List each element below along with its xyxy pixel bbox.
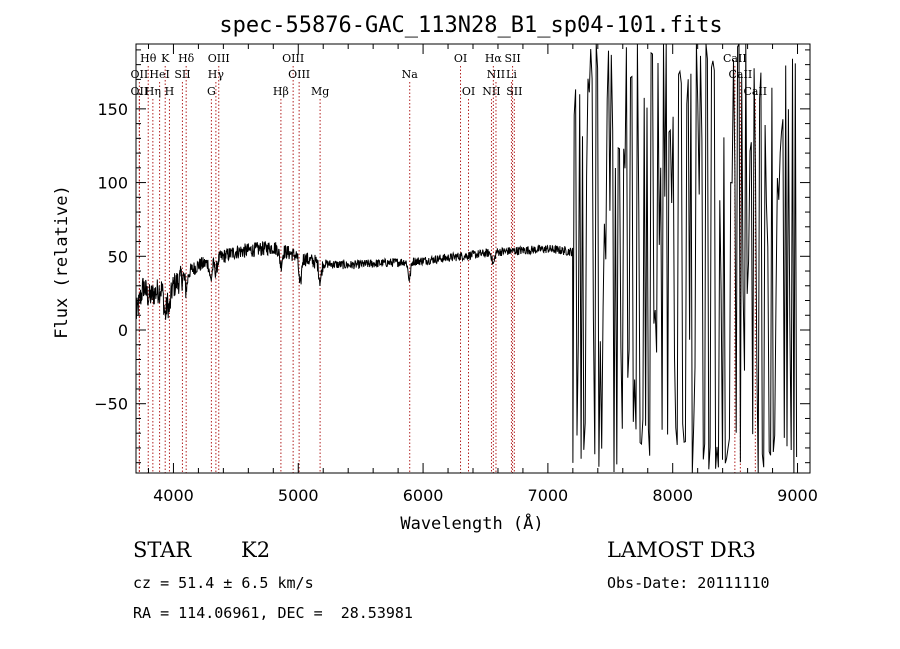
spectrum-series: [135, 43, 798, 474]
object-class: STAR: [133, 538, 192, 562]
x-tick-label: 4000: [153, 486, 194, 505]
spectral-line-label: Mg: [311, 85, 329, 98]
spectral-line-label: Hα: [485, 52, 503, 65]
chart-title: spec-55876-GAC_113N28_B1_sp04-101.fits: [219, 13, 722, 38]
axis-ticks: 4000 5000 6000 7000 8000 9000 −50 0 50 100 150: [94, 44, 818, 505]
y-tick-label: 100: [97, 174, 128, 193]
spectral-line-label: Na: [402, 68, 419, 81]
spectral-line-label: SII: [174, 68, 190, 81]
spectrum-line: [135, 43, 798, 474]
spectral-line-label: Hβ: [273, 85, 289, 98]
object-subclass: K2: [241, 538, 271, 562]
spectral-line-label: NII: [487, 68, 505, 81]
spectral-line-label: G: [207, 85, 216, 98]
survey-name: LAMOST DR3: [607, 538, 756, 562]
spectral-line-label: NII: [482, 85, 500, 98]
spectral-line-label: HeI: [149, 68, 169, 81]
spectral-line-label: OII: [131, 68, 149, 81]
spectral-line-label: OII: [131, 85, 149, 98]
spectral-line-label: OI: [462, 85, 475, 98]
spectral-line-label: OI: [454, 52, 467, 65]
redshift-text: cz = 51.4 ± 6.5 km/s: [133, 574, 314, 592]
x-tick-label: 9000: [777, 486, 818, 505]
spectral-line-label: SII: [504, 52, 520, 65]
x-axis-label: Wavelength (Å): [400, 512, 543, 534]
obs-date-text: Obs-Date: 20111110: [607, 574, 770, 592]
spectral-line-label: Li: [506, 68, 517, 81]
spectral-line-label: CaII: [743, 85, 767, 98]
spectral-line-label: OIII: [208, 52, 230, 65]
spectral-line-label: OIII: [288, 68, 310, 81]
spectral-line-label: Hη: [145, 85, 161, 98]
y-tick-label: 150: [97, 100, 128, 119]
x-tick-label: 8000: [652, 486, 693, 505]
spectral-line-label: H: [165, 85, 175, 98]
spectral-line-label: CaII: [723, 52, 747, 65]
spectral-line-label: OIII: [282, 52, 304, 65]
spectral-line-label: K: [161, 52, 170, 65]
x-tick-label: 6000: [403, 486, 444, 505]
spectral-line-label: Hγ: [208, 68, 225, 81]
y-axis-label: Flux (relative): [52, 185, 72, 339]
x-tick-label: 7000: [528, 486, 569, 505]
coordinates-text: RA = 114.06961, DEC = 28.53981: [133, 604, 413, 622]
y-tick-label: −50: [94, 395, 128, 414]
x-tick-label: 5000: [278, 486, 319, 505]
spectral-line-label: SII: [506, 85, 522, 98]
spectral-line-label: Hδ: [178, 52, 195, 65]
y-tick-label: 0: [118, 321, 128, 340]
y-tick-label: 50: [108, 247, 128, 266]
spectral-line-label: Hθ: [140, 52, 157, 65]
spectral-line-label: CaII: [729, 68, 753, 81]
